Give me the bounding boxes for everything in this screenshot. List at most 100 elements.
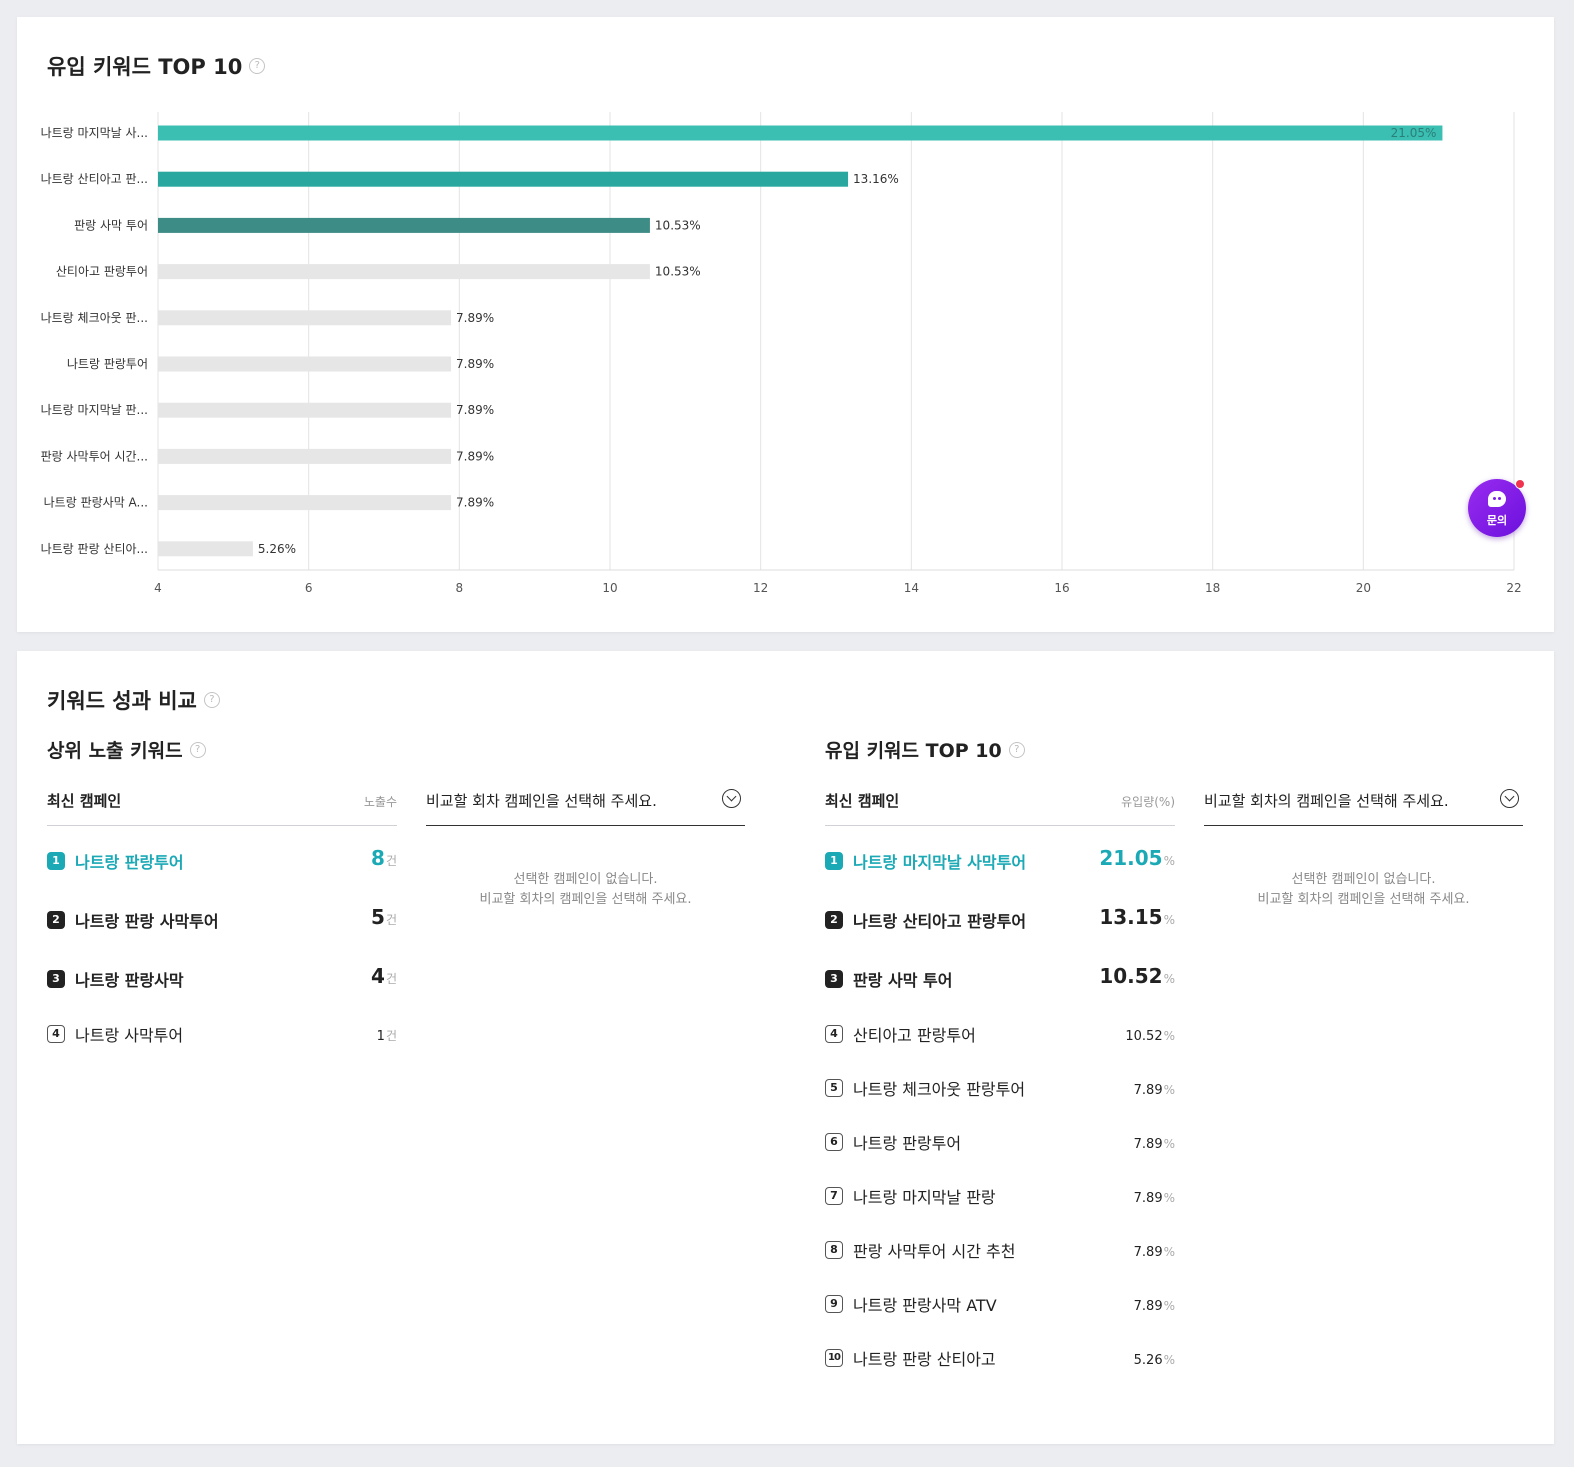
keyword-row: 3 나트랑 판랑사막 4건 [47,964,397,994]
category-label: 나트랑 판랑 산티아... [41,542,148,556]
value-number: 5 [371,905,385,929]
exposure-count-label: 노출수 [363,795,397,809]
keyword-row: 10 나트랑 판랑 산티아고 5.26% [825,1343,1175,1373]
compare-title-row: 키워드 성과 비교 ? [47,685,220,715]
value-number: 7.89 [1133,1083,1163,1098]
keyword-name: 나트랑 판랑투어 [853,1134,962,1153]
keyword-row: 1 나트랑 판랑투어 8건 [47,846,397,876]
x-tick-label: 8 [456,581,464,595]
keyword-name: 나트랑 판랑 사막투어 [75,912,219,931]
keyword-row: 5 나트랑 체크아웃 판랑투어 7.89% [825,1073,1175,1103]
help-icon[interactable]: ? [189,741,206,758]
rank-badge: 8 [825,1241,843,1259]
rank-badge: 10 [825,1349,843,1367]
keyword-value: 7.89% [1134,1187,1175,1206]
bar [158,264,650,280]
inflow-keyword-chart-card: 유입 키워드 TOP 10 ? 4 6 8 10 12 14 16 18 20 22 나트랑 마지막… [17,17,1554,632]
keyword-row: 4 나트랑 사막투어 1건 [47,1019,397,1049]
keyword-name: 나트랑 체크아웃 판랑투어 [853,1080,1026,1099]
keyword-name: 판랑 사막 투어 [853,971,953,990]
rank-badge: 6 [825,1133,843,1151]
value-unit: 건 [385,913,397,927]
value-number: 21.05 [1099,846,1163,870]
value-unit: % [1163,1191,1175,1205]
empty-message-line: 선택한 캠페인이 없습니다. [1291,872,1436,887]
inflow-campaign-select[interactable]: 비교할 회차의 캠페인을 선택해 주세요. [1204,789,1523,826]
value-number: 7.89 [1133,1191,1163,1206]
value-unit: 건 [385,1029,397,1043]
compare-title: 키워드 성과 비교 [47,689,197,713]
inflow-column-header: 최신 캠페인 유입량(%) [825,790,1175,826]
value-number: 7.89 [1133,1137,1163,1152]
data-label: 7.89% [456,311,494,325]
inquiry-button[interactable]: 문의 [1468,479,1526,537]
keyword-name: 나트랑 판랑사막 [75,971,184,990]
keyword-value: 21.05% [1099,846,1175,870]
bar [158,217,650,233]
bar [158,356,452,372]
keyword-value: 5.26% [1134,1349,1175,1368]
keyword-value: 4건 [371,964,397,988]
inflow-keyword-bar-chart: 4 6 8 10 12 14 16 18 20 22 나트랑 마지막날 사... 21.05% 나트랑 … [41,112,1522,595]
value-unit: % [1163,1245,1175,1259]
inquiry-label: 문의 [1486,514,1508,527]
keyword-value: 8건 [371,846,397,870]
keyword-value: 7.89% [1134,1133,1175,1152]
x-tick-label: 20 [1356,581,1371,595]
exposure-empty-message: 선택한 캠페인이 없습니다. 비교할 회차의 캠페인을 선택해 주세요. [426,870,745,910]
category-label: 나트랑 판랑사막 A... [44,496,148,510]
exposure-keyword-list: 1 나트랑 판랑투어 8건 2 나트랑 판랑 사막투어 5건 3 나트랑 판랑사막 4건 4 나트랑… [47,651,397,1444]
x-tick-label: 10 [602,581,617,595]
rank-badge: 2 [825,911,843,929]
inflow-keyword-list: 1 나트랑 마지막날 사막투어 21.05% 2 나트랑 산티아고 판랑투어 13.15%… [825,651,1175,1444]
data-label: 5.26% [258,542,296,556]
value-number: 4 [371,964,385,988]
exposure-campaign-select[interactable]: 비교할 회차 캠페인을 선택해 주세요. [426,789,745,826]
keyword-row: 6 나트랑 판랑투어 7.89% [825,1127,1175,1157]
bar [158,495,452,511]
category-label: 나트랑 마지막날 사... [41,126,148,140]
empty-message-line: 선택한 캠페인이 없습니다. [513,872,658,887]
value-unit: % [1163,1137,1175,1151]
inflow-empty-message: 선택한 캠페인이 없습니다. 비교할 회차의 캠페인을 선택해 주세요. [1204,870,1523,910]
latest-campaign-label: 최신 캠페인 [47,792,122,810]
keyword-value: 10.52% [1099,964,1175,988]
empty-message-line: 비교할 회차의 캠페인을 선택해 주세요. [479,892,692,907]
chart-title-row: 유입 키워드 TOP 10 ? [47,51,266,81]
help-icon[interactable]: ? [249,58,266,74]
value-number: 5.26 [1133,1353,1163,1368]
x-tick-label: 14 [904,581,919,595]
keyword-name: 나트랑 사막투어 [75,1026,184,1045]
help-icon[interactable]: ? [203,692,220,708]
select-placeholder: 비교할 회차 캠페인을 선택해 주세요. [426,792,657,810]
value-unit: % [1163,913,1175,927]
category-label: 나트랑 마지막날 판... [41,403,148,417]
keyword-row: 8 판랑 사막투어 시간 추천 7.89% [825,1235,1175,1265]
help-icon[interactable]: ? [1008,741,1025,758]
rank-badge: 9 [825,1295,843,1313]
keyword-row: 1 나트랑 마지막날 사막투어 21.05% [825,846,1175,876]
x-tick-label: 22 [1506,581,1521,595]
keyword-performance-card: 키워드 성과 비교 ? 상위 노출 키워드 ? 최신 캠페인 노출수 비교할 회… [17,651,1554,1444]
rank-badge: 2 [47,911,65,929]
chevron-down-icon [1500,789,1519,808]
bar [158,125,1443,141]
keyword-row: 7 나트랑 마지막날 판랑 7.89% [825,1181,1175,1211]
category-label: 나트랑 산티아고 판... [41,172,148,186]
rank-badge: 1 [47,852,65,870]
data-label: 21.05% [1391,126,1437,140]
data-label: 7.89% [456,357,494,371]
keyword-value: 7.89% [1134,1295,1175,1314]
category-label: 나트랑 판랑투어 [67,357,148,371]
keyword-row: 9 나트랑 판랑사막 ATV 7.89% [825,1289,1175,1319]
exposure-title: 상위 노출 키워드 [47,740,183,762]
value-unit: 건 [385,972,397,986]
value-unit: % [1163,1299,1175,1313]
rank-badge: 5 [825,1079,843,1097]
rank-badge: 3 [825,970,843,988]
exposure-column-header: 최신 캠페인 노출수 [47,790,397,826]
value-unit: % [1163,972,1175,986]
select-placeholder: 비교할 회차의 캠페인을 선택해 주세요. [1204,792,1449,810]
data-label: 13.16% [853,172,899,186]
category-label: 판랑 사막 투어 [74,218,148,232]
